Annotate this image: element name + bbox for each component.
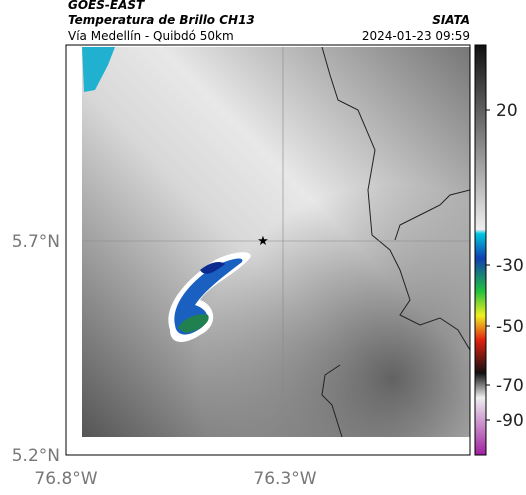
- satellite-image: ★: [82, 47, 470, 437]
- lon-label: 76.8°W: [34, 469, 97, 489]
- lon-label: 76.3°W: [253, 469, 316, 489]
- colorbar-ticks: 20 -30 -50 -70 -90: [486, 101, 524, 431]
- city-marker: ★: [257, 234, 269, 249]
- datetime: 2024-01-23 09:59: [362, 29, 470, 43]
- colorbar-label: -90: [496, 411, 524, 431]
- colorbar-label: -30: [496, 256, 524, 276]
- colorbar-label: 20: [496, 101, 518, 121]
- colorbar-label: -70: [496, 376, 524, 396]
- route: Vía Medellín - Quibdó 50km: [68, 29, 234, 43]
- lat-label: 5.7°N: [12, 232, 60, 252]
- source: SIATA: [432, 13, 470, 27]
- product: Temperatura de Brillo CH13: [68, 13, 255, 27]
- colorbar-label: -50: [496, 317, 524, 337]
- satellite: GOES-EAST: [68, 0, 145, 12]
- lat-label: 5.2°N: [12, 446, 60, 466]
- map-frame: [65, 44, 471, 456]
- colorbar: [474, 44, 487, 456]
